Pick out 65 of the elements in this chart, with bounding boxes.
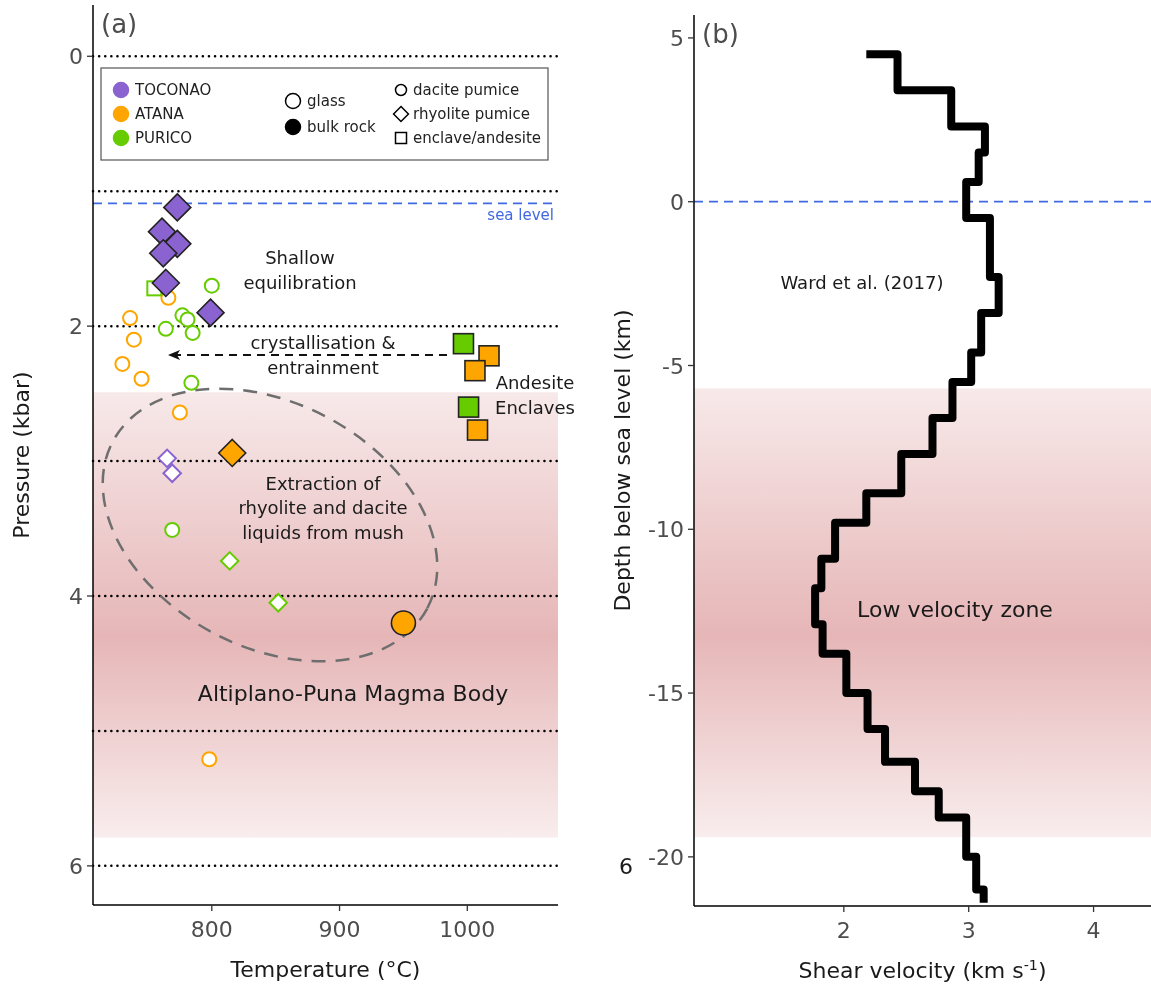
y-tick-label: -10 [648,517,684,543]
x-tick-label: 1000 [439,917,496,942]
point [268,592,289,613]
legend-label: ATANA [135,105,185,123]
chart-title: (a) [101,9,138,39]
x-tick-label: 900 [318,917,361,942]
legend-label: glass [307,92,346,110]
annotation: Ward et al. (2017) [780,272,944,294]
point [183,374,200,391]
legend-label: rhyolite pumice [413,105,530,123]
legend-label: TOCONAO [134,81,212,99]
y-tick-label: -20 [648,844,684,870]
y-tick-label: 6 [69,853,83,879]
point [184,324,201,341]
point [148,238,178,268]
point [171,404,188,421]
y-axis-title: Pressure (kbar) [9,371,34,539]
legend-label: dacite pumice [413,81,520,99]
point [122,310,139,327]
point [133,370,150,387]
legend-label: bulk rock [307,118,376,136]
chart-title: (b) [702,19,739,49]
text: 6 [619,853,633,879]
x-tick-label: 3 [961,918,976,943]
point [217,438,247,468]
ref-line-label: sea level [487,206,554,225]
y-tick-label: -5 [662,353,684,379]
point [464,359,486,382]
x-tick-label: 2 [836,918,851,943]
y-axis-title: Depth below sea level (km) [610,309,635,612]
point [157,320,174,337]
y-tick-label: 4 [69,584,83,609]
point [466,419,489,441]
y-tick-label: 0 [69,44,83,70]
annotation: Andesite Enclaves [495,372,575,418]
annotation: Low velocity zone [857,596,1053,622]
annotation: Shallow equilibration [243,247,357,293]
point [114,355,131,372]
point [196,298,225,327]
point [390,610,417,636]
point [452,332,475,355]
point [157,448,177,469]
x-tick-label: 800 [190,917,233,942]
y-tick-label: 0 [670,189,684,215]
point [164,521,181,538]
legend-label: enclave/andesite [413,129,542,147]
y-tick-label: -15 [648,681,684,707]
point [203,277,220,294]
point [219,551,240,571]
point [179,311,196,328]
point [163,193,192,222]
x-axis-title: Shear velocity (km s$^{-1}$) [798,957,1047,983]
point [162,463,182,483]
annotation: crystallisation & entrainment [250,332,396,378]
legend-label: PURICO [135,129,193,147]
x-tick-label: 4 [1086,918,1101,943]
x-axis-title: Temperature (°C) [229,957,421,982]
point [457,396,480,418]
y-tick-label: 2 [69,314,83,340]
annotation: Extraction of rhyolite and dacite liquids from mush [238,472,408,544]
point [151,268,181,298]
point [201,751,218,768]
annotation: Altiplano-Puna Magma Body [197,680,509,706]
y-tick-label: 5 [670,25,684,51]
point [125,331,142,348]
